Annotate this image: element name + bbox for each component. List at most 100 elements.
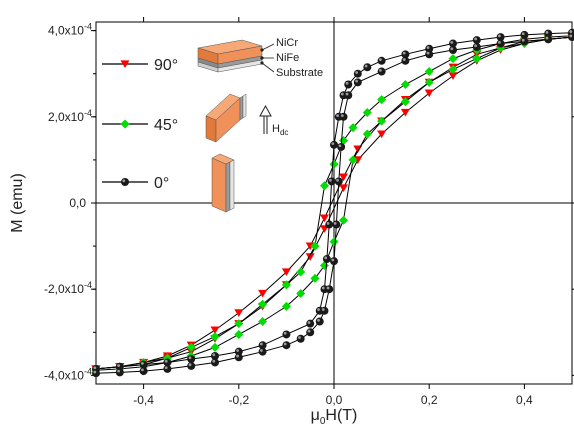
legend: 90° 45° 0° bbox=[102, 57, 178, 192]
data-point bbox=[424, 77, 434, 87]
leader-nife-dot bbox=[260, 56, 264, 60]
data-point bbox=[348, 123, 358, 133]
data-point bbox=[281, 268, 291, 277]
field-arrow-head bbox=[259, 104, 272, 117]
data-point bbox=[310, 241, 320, 251]
data-point bbox=[306, 328, 315, 337]
data-point bbox=[115, 362, 124, 371]
data-point bbox=[186, 342, 196, 352]
data-point bbox=[258, 347, 267, 356]
data-point bbox=[325, 220, 334, 229]
x-tick-label: 0,0 bbox=[326, 393, 343, 407]
inset-schematic: NiCr NiFe Substrate Hdc bbox=[197, 37, 323, 213]
data-point bbox=[520, 30, 529, 39]
leader-nicr-dot bbox=[260, 48, 264, 52]
data-point bbox=[163, 358, 172, 367]
data-point bbox=[306, 319, 315, 328]
data-point bbox=[258, 341, 267, 350]
data-point bbox=[353, 78, 362, 87]
leader-nicr bbox=[261, 43, 275, 51]
y-tick-label: 2,0x10-4 bbox=[48, 108, 92, 124]
data-point bbox=[234, 319, 244, 329]
data-point bbox=[568, 33, 574, 42]
vertical-nife bbox=[225, 161, 231, 213]
series-line-ascending bbox=[95, 36, 573, 370]
data-point bbox=[310, 273, 320, 283]
data-point bbox=[544, 29, 553, 38]
data-point bbox=[327, 177, 336, 186]
data-point bbox=[449, 46, 457, 55]
data-point bbox=[401, 56, 410, 65]
data-point bbox=[377, 95, 387, 105]
data-point bbox=[339, 173, 349, 182]
data-point bbox=[334, 177, 343, 186]
layer-label-nicr: NiCr bbox=[276, 37, 298, 49]
data-point bbox=[115, 368, 124, 377]
x-axis-label-sub: 0 bbox=[320, 416, 326, 427]
data-point bbox=[377, 67, 386, 76]
data-point bbox=[362, 108, 372, 117]
series-layer bbox=[91, 28, 574, 378]
x-axis-label-prefix: μ bbox=[311, 407, 320, 424]
data-point bbox=[400, 97, 410, 107]
data-point bbox=[377, 130, 387, 139]
data-point bbox=[330, 257, 338, 266]
data-point bbox=[319, 181, 329, 191]
data-point bbox=[472, 42, 481, 51]
data-point bbox=[234, 309, 244, 317]
data-point bbox=[322, 255, 331, 264]
data-point bbox=[258, 317, 268, 327]
legend-label: 90° bbox=[154, 57, 178, 74]
data-point bbox=[281, 280, 291, 290]
data-point bbox=[448, 54, 458, 64]
legend-marker bbox=[120, 119, 130, 129]
data-point bbox=[424, 67, 434, 77]
data-point bbox=[362, 129, 372, 139]
legend-label: 0° bbox=[154, 175, 169, 192]
data-point bbox=[325, 285, 334, 294]
x-axis-label-suffix: H(T) bbox=[325, 407, 357, 424]
data-point bbox=[211, 351, 219, 360]
data-point bbox=[234, 353, 243, 362]
y-tick-label: 0,0 bbox=[69, 196, 86, 210]
data-point bbox=[401, 50, 410, 59]
data-point bbox=[425, 50, 434, 59]
data-point bbox=[330, 140, 338, 149]
data-point bbox=[348, 155, 358, 165]
y-tick-label: 4,0x10-4 bbox=[48, 22, 92, 38]
data-point bbox=[315, 317, 324, 326]
data-point bbox=[520, 37, 529, 46]
data-point bbox=[472, 54, 482, 64]
data-point bbox=[187, 361, 196, 370]
data-point bbox=[139, 360, 148, 369]
data-point bbox=[210, 332, 220, 342]
y-axis-label: M (emu) bbox=[9, 173, 26, 233]
x-tick-label: -0,4 bbox=[133, 393, 154, 407]
data-point bbox=[281, 301, 291, 311]
data-point bbox=[92, 369, 100, 378]
data-point bbox=[377, 56, 386, 65]
field-label-main: H bbox=[272, 123, 280, 135]
series-line-descending bbox=[95, 36, 573, 370]
legend-label: 45° bbox=[154, 117, 178, 134]
data-point bbox=[448, 72, 458, 80]
data-point bbox=[400, 79, 410, 89]
data-point bbox=[319, 214, 329, 223]
data-point bbox=[296, 267, 306, 277]
data-point bbox=[424, 89, 434, 98]
series-2 bbox=[92, 28, 574, 378]
legend-marker bbox=[121, 178, 129, 186]
layer-label-nife: NiFe bbox=[276, 52, 299, 64]
data-point bbox=[211, 358, 219, 367]
data-point bbox=[296, 334, 305, 343]
x-tick-label: -0,2 bbox=[228, 393, 249, 407]
data-point bbox=[234, 347, 243, 356]
data-point bbox=[400, 108, 410, 117]
data-point bbox=[449, 39, 457, 48]
data-point bbox=[472, 36, 481, 45]
data-point bbox=[339, 112, 348, 121]
data-point bbox=[282, 330, 291, 339]
x-tick-label: 0,2 bbox=[421, 393, 438, 407]
data-point bbox=[329, 237, 339, 247]
